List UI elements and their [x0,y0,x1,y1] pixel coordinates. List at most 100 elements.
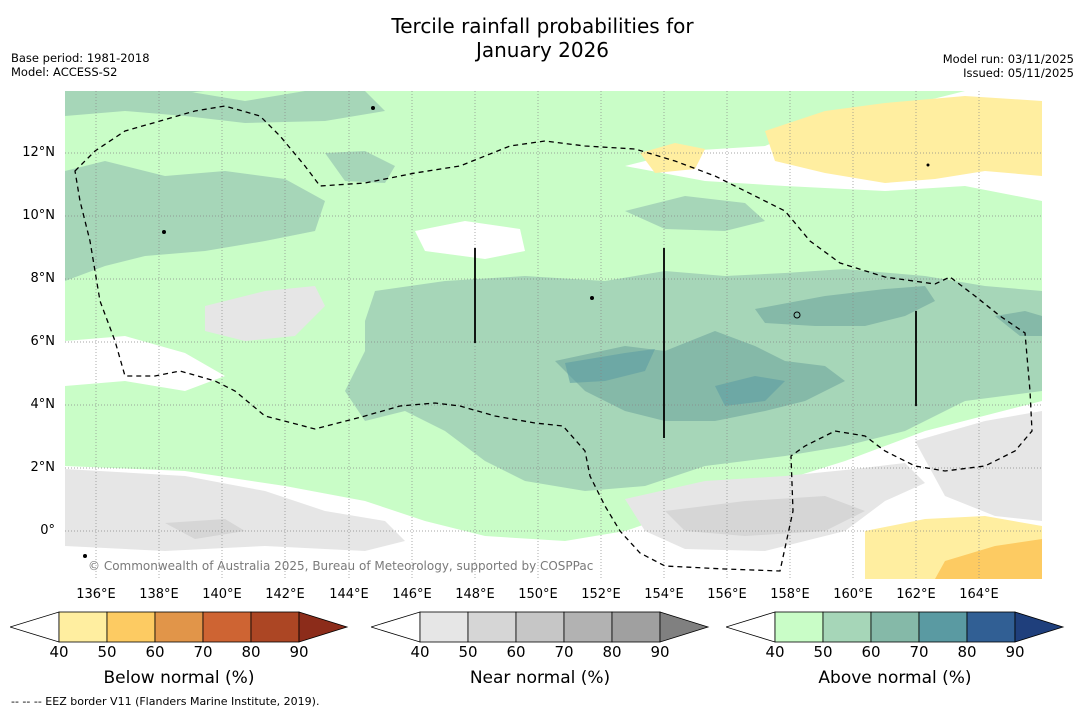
cb-tick: 80 [957,643,977,661]
cb-above-5 [966,611,1016,643]
cb-tick: 60 [861,643,881,661]
lon-tick: 138°E [139,587,179,602]
model-info: Base period: 1981-2018 Model: ACCESS-S2 [11,51,150,79]
cb-above-3 [870,611,920,643]
cb-tick: 40 [410,643,430,661]
issued-date: Issued: 05/11/2025 [963,66,1074,80]
white-region-central [415,221,525,259]
cb-tick: 80 [602,643,622,661]
near-normal-region-northwest [205,286,325,341]
lat-tick: 6°N [30,334,56,349]
cb-tick: 70 [554,643,574,661]
cb-tick: 90 [1005,643,1025,661]
base-period: Base period: 1981-2018 [11,51,150,65]
eez-border [74,105,1033,572]
cb-near-0 [371,611,421,643]
near-normal-core-southeast [665,496,865,536]
lon-tick: 142°E [265,587,305,602]
cb-above-6 [1014,611,1065,643]
cb-near-3 [515,611,565,643]
islands [474,248,917,438]
cb-tick: 40 [49,643,69,661]
below-normal-region-northeast [765,96,1042,183]
cb-tick: 50 [97,643,117,661]
cb-below-2 [106,611,156,643]
above-normal-peak-central [565,349,655,383]
below-normal-core-southeast [935,539,1042,579]
cb-near-5 [611,611,661,643]
cb-tick: 50 [813,643,833,661]
near-normal-colorbar [371,611,710,643]
cb-near-2 [467,611,517,643]
lon-tick: 154°E [644,587,684,602]
lon-tick: 152°E [581,587,621,602]
above-normal-peak-south [715,376,785,406]
forecast-map[interactable] [65,91,1042,579]
cb-near-6 [659,611,710,643]
near-normal-region-west [65,469,405,551]
cb-above-0 [726,611,776,643]
near-normal-region-east [915,411,1042,521]
cb-below-1 [58,611,108,643]
model-run: Model run: 03/11/2025 [942,52,1074,66]
lat-tick: 0° [40,523,55,538]
above-normal-colorbar [726,611,1065,643]
cb-above-4 [918,611,968,643]
above-normal-label: Above normal (%) [818,668,972,688]
model-name: Model: ACCESS-S2 [11,65,118,79]
chart-title: Tercile rainfall probabilities for Janua… [0,14,1085,62]
lon-tick: 140°E [202,587,242,602]
lat-tick: 8°N [30,271,56,286]
cb-tick: 40 [765,643,785,661]
near-normal-core-west [165,519,245,539]
above-normal-region-north [65,91,325,281]
lon-tick: 164°E [959,587,999,602]
cb-below-0 [10,611,60,643]
copyright-notice: © Commonwealth of Australia 2025, Bureau… [88,559,594,573]
run-info: Model run: 03/11/2025 Issued: 05/11/2025 [943,52,1074,80]
above-normal-region-upper-right [625,196,765,231]
cb-tick: 70 [193,643,213,661]
title-line-1: Tercile rainfall probabilities for [391,14,694,38]
lat-tick: 4°N [30,397,56,412]
below-normal-label: Below normal (%) [103,668,255,688]
atolls [83,106,930,558]
below-normal-region-north [640,143,705,173]
lat-tick: 12°N [22,145,55,160]
cb-below-3 [154,611,204,643]
cb-tick: 80 [241,643,261,661]
lon-tick: 156°E [707,587,747,602]
lat-tick: 10°N [22,208,55,223]
cb-near-1 [419,611,469,643]
lon-tick: 160°E [833,587,873,602]
below-normal-colorbar [10,611,349,643]
lon-tick: 146°E [392,587,432,602]
cb-above-2 [822,611,872,643]
title-line-2: January 2026 [475,38,610,62]
cb-tick: 90 [289,643,309,661]
cb-below-6 [298,611,349,643]
cb-below-5 [250,611,300,643]
lon-tick: 148°E [455,587,495,602]
lon-tick: 162°E [896,587,936,602]
cb-above-1 [774,611,824,643]
lat-tick: 2°N [30,460,56,475]
cb-tick: 70 [909,643,929,661]
cb-tick: 60 [506,643,526,661]
lon-tick: 136°E [76,587,116,602]
above-normal-core-far-east [995,311,1042,336]
eez-footnote: -- -- -- EEZ border V11 (Flanders Marine… [11,695,320,708]
white-region-west [65,336,225,391]
cb-near-4 [563,611,613,643]
lon-tick: 158°E [770,587,810,602]
cb-below-4 [202,611,252,643]
above-normal-region-north-center [325,151,395,183]
cb-tick: 50 [458,643,478,661]
lon-tick: 144°E [329,587,369,602]
gridlines [65,91,1042,579]
cb-tick: 90 [650,643,670,661]
cb-tick: 60 [145,643,165,661]
lon-tick: 150°E [518,587,558,602]
above-normal-region-top [65,91,385,123]
near-normal-label: Near normal (%) [469,668,611,688]
